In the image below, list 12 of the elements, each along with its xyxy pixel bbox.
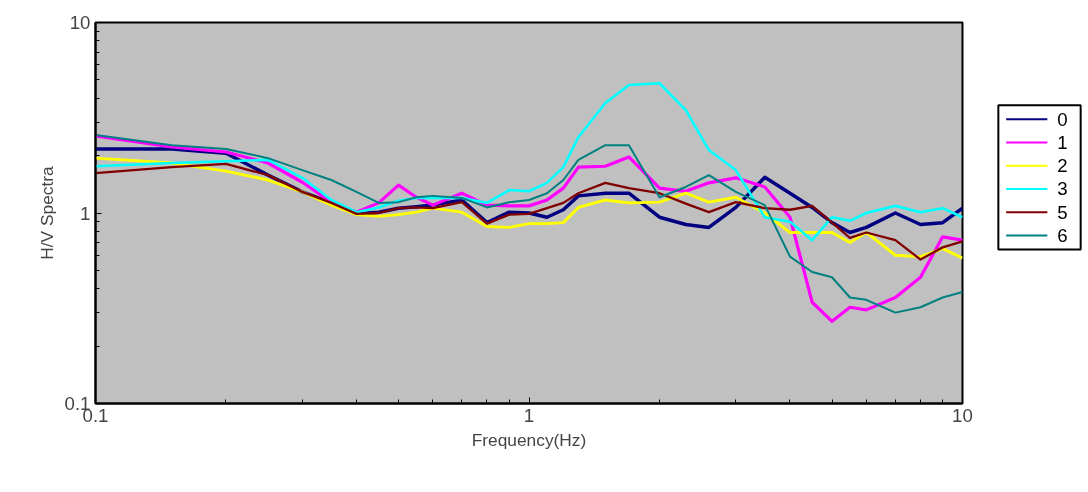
legend-label: 2: [1057, 155, 1068, 177]
legend-label: 1: [1057, 132, 1068, 154]
y-axis-title: H/V Spectra: [36, 165, 57, 260]
x-axis-title: Frequency(Hz): [471, 429, 587, 450]
y-tick-label: 10: [69, 12, 91, 33]
x-tick-label: 10: [952, 404, 973, 426]
legend-label: 0: [1057, 108, 1068, 130]
legend-label: 6: [1057, 224, 1068, 246]
legend-label: 5: [1057, 201, 1068, 223]
legend-label: 3: [1057, 178, 1068, 200]
y-tick-label: 1: [80, 202, 91, 224]
x-tick-label: 1: [523, 404, 535, 426]
